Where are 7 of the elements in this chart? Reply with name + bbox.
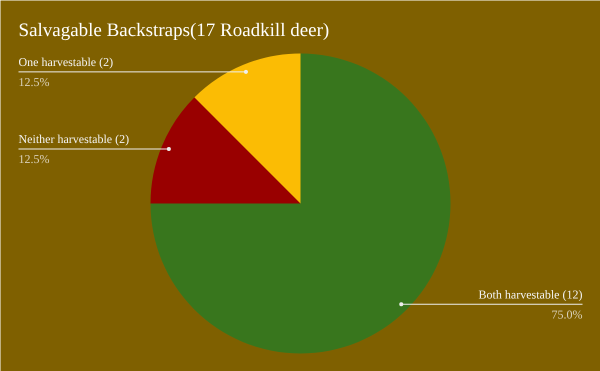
data-label: 75.0% — [552, 307, 583, 322]
slice-label: Both harvestable (12) — [478, 287, 583, 302]
slice-label: Neither harvestable (2) — [18, 132, 130, 146]
slice-label: One harvestable (2) — [18, 54, 114, 69]
chart-title: Salvagable Backstraps(17 Roadkill deer) — [18, 20, 330, 41]
data-label: 12.5% — [18, 74, 50, 89]
data-label: 12.5% — [18, 152, 50, 166]
